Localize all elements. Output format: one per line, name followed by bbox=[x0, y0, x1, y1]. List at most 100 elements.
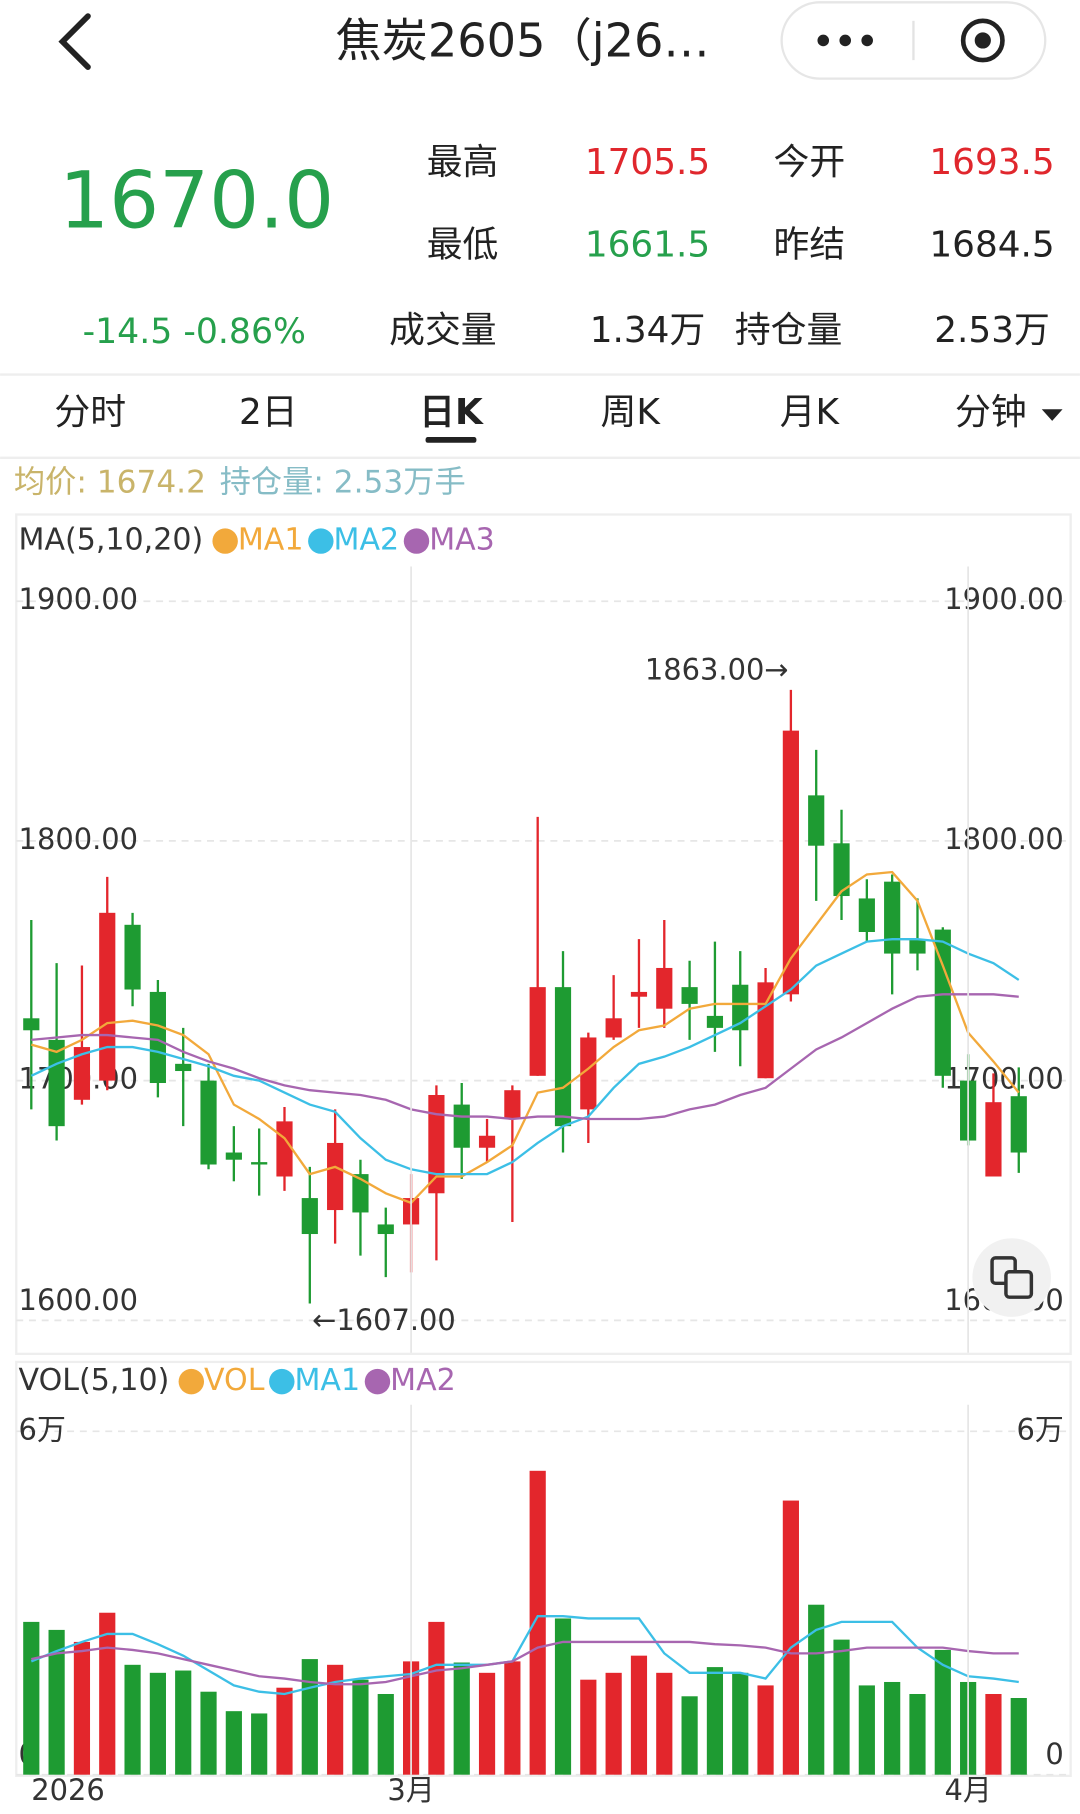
layout-toggle[interactable] bbox=[972, 1238, 1052, 1317]
top-bar: 焦炭2605（j26… bbox=[58, 1, 1047, 80]
x-tick-label: 3月 bbox=[387, 1773, 434, 1807]
candle-body bbox=[251, 1162, 268, 1165]
more-button[interactable] bbox=[817, 34, 873, 47]
y-tick-label: 1600.00 bbox=[19, 1283, 138, 1317]
candle-body bbox=[706, 1015, 724, 1028]
candle-body bbox=[478, 1135, 496, 1148]
candle-body bbox=[732, 984, 749, 1031]
volume-bar bbox=[706, 1667, 724, 1775]
stat-value: 1684.5 bbox=[929, 224, 1054, 265]
tab-active[interactable]: 日K bbox=[419, 392, 484, 433]
extreme-label: ←1607.00 bbox=[312, 1303, 456, 1337]
candle-body bbox=[504, 1090, 521, 1119]
tab[interactable]: 分钟 bbox=[955, 392, 1027, 433]
tab[interactable]: 2日 bbox=[239, 392, 298, 433]
stat-label: 成交量 bbox=[389, 310, 496, 351]
volume-bar bbox=[225, 1711, 242, 1775]
volume-bar bbox=[352, 1679, 369, 1775]
open-interest: 持仓量: 2.53万手 bbox=[220, 464, 466, 500]
volume-bar bbox=[453, 1662, 470, 1775]
candle-body bbox=[833, 843, 850, 897]
candle-body bbox=[327, 1142, 344, 1211]
x-tick-label: 2026 bbox=[31, 1773, 105, 1807]
candle-body bbox=[757, 982, 774, 1079]
candle-body bbox=[580, 1037, 597, 1110]
price-change: -14.5 -0.86% bbox=[83, 312, 306, 352]
volume-bar bbox=[124, 1664, 141, 1775]
volume-bar bbox=[757, 1685, 774, 1775]
volume-bar bbox=[934, 1649, 951, 1775]
legend-label: VOL bbox=[204, 1363, 265, 1398]
volume-bar bbox=[175, 1670, 192, 1775]
volume-bar bbox=[732, 1672, 749, 1775]
ma-line bbox=[30, 938, 1020, 1176]
tab[interactable]: 周K bbox=[601, 392, 662, 433]
legend-dot bbox=[269, 1368, 295, 1395]
volume-bar bbox=[833, 1639, 850, 1775]
candle-body bbox=[352, 1174, 369, 1213]
candle-body bbox=[909, 939, 926, 954]
candle-body bbox=[99, 912, 116, 1081]
stat-value: 1661.5 bbox=[585, 224, 710, 265]
legend-title: MA(5,10,20) bbox=[19, 523, 204, 558]
legend-dot bbox=[364, 1368, 391, 1395]
stat-label: 今开 bbox=[774, 142, 846, 183]
y-tick-label: 0 bbox=[1045, 1737, 1063, 1771]
volume-panel bbox=[15, 1360, 1072, 1778]
extreme-label: 1863.00→ bbox=[645, 652, 789, 686]
candle-body bbox=[301, 1198, 318, 1235]
volume-bar bbox=[428, 1621, 445, 1775]
stat-label: 昨结 bbox=[774, 224, 846, 265]
candle-body bbox=[124, 924, 141, 990]
volume-bar bbox=[858, 1685, 875, 1775]
candle-body bbox=[934, 929, 951, 1076]
volume-bar bbox=[99, 1612, 116, 1775]
candle-body bbox=[858, 898, 875, 932]
candle-body bbox=[985, 1102, 1002, 1177]
y-tick-label: 1900.00 bbox=[944, 582, 1063, 616]
stat-value: 2.53万 bbox=[934, 310, 1050, 351]
last-price: 1670.0 bbox=[59, 154, 334, 246]
legend-dot bbox=[178, 1368, 205, 1395]
volume-bar bbox=[884, 1681, 901, 1775]
plot: 1600.001600.001700.001700.001800.001800.… bbox=[16, 523, 1071, 1807]
candle-body bbox=[377, 1224, 394, 1235]
legend-dot bbox=[403, 528, 430, 554]
candle-body bbox=[276, 1121, 293, 1177]
volume-bar bbox=[656, 1672, 673, 1775]
volume-bar bbox=[605, 1672, 622, 1775]
candle-body bbox=[1010, 1096, 1027, 1153]
volume-bar bbox=[251, 1713, 268, 1775]
legend-label: MA1 bbox=[238, 523, 304, 558]
tabs: 分时 2日 日K 周K 月K 分钟 bbox=[54, 392, 1063, 443]
volume-bar bbox=[909, 1693, 926, 1775]
quote: 1670.0 -14.5 -0.86% 最高 1705.5 今开 1693.5 … bbox=[59, 142, 1055, 352]
y-tick-label: 6万 bbox=[19, 1412, 66, 1446]
volume-bar bbox=[504, 1661, 521, 1775]
tab[interactable]: 月K bbox=[780, 392, 841, 433]
volume-bar bbox=[149, 1672, 166, 1775]
candle-body bbox=[782, 730, 799, 995]
volume-bar bbox=[73, 1641, 91, 1775]
candle-body bbox=[200, 1080, 217, 1165]
tab[interactable]: 分时 bbox=[54, 392, 126, 433]
close-button[interactable] bbox=[960, 18, 1005, 63]
volume-bar bbox=[48, 1629, 65, 1775]
candle-body bbox=[884, 881, 901, 954]
tab-indicator bbox=[425, 437, 477, 443]
volume-bar bbox=[808, 1604, 825, 1775]
ma-line bbox=[31, 993, 1019, 1121]
stat-value: 1705.5 bbox=[585, 142, 710, 183]
candle-body bbox=[453, 1104, 470, 1148]
candle-body bbox=[73, 1047, 91, 1100]
volume-bar bbox=[276, 1687, 293, 1775]
volume-bar bbox=[478, 1672, 496, 1775]
candle-body bbox=[23, 1018, 40, 1031]
volume-bar bbox=[200, 1691, 217, 1775]
volume-bar bbox=[327, 1664, 344, 1775]
back-button[interactable] bbox=[58, 13, 91, 70]
stat-value: 1693.5 bbox=[929, 142, 1054, 183]
candle-body bbox=[681, 987, 698, 1004]
legend-label: MA3 bbox=[429, 523, 495, 558]
